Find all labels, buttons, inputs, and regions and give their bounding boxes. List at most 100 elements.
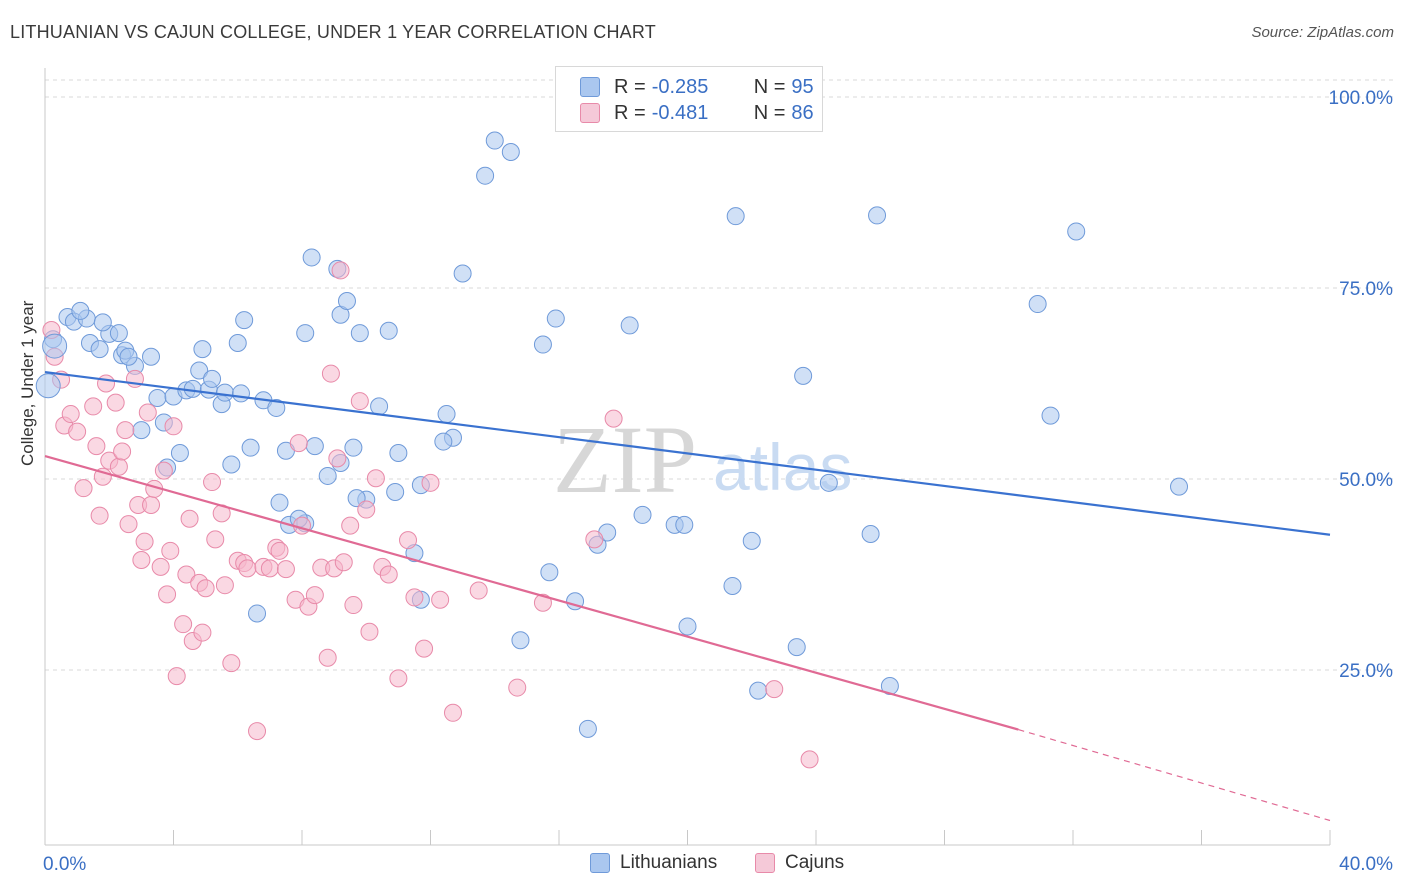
cajun-point — [238, 559, 257, 578]
lithuanian-point — [203, 369, 222, 388]
cajun-point — [508, 678, 527, 697]
x-tick-label: 40.0% — [1339, 854, 1393, 875]
cajun-point — [360, 622, 379, 641]
cajun-point — [431, 590, 450, 609]
cajun-point — [215, 576, 234, 595]
lithuanian-point — [726, 207, 745, 226]
cajun-point — [366, 469, 385, 488]
chart-title: LITHUANIAN VS CAJUN COLLEGE, UNDER 1 YEA… — [10, 22, 656, 42]
cajun-point — [61, 405, 80, 424]
lithuanian-point — [267, 398, 286, 417]
lithuanian-point — [868, 206, 887, 225]
cajun-point — [138, 403, 157, 422]
legend-swatch-blue — [580, 77, 600, 97]
lithuanian-point — [231, 384, 250, 403]
y-axis-label: College, Under 1 year — [18, 300, 37, 466]
lithuanian-point — [183, 379, 202, 398]
lithuanian-point — [540, 563, 559, 582]
cajun-point — [177, 565, 196, 584]
lithuanian-point — [437, 405, 456, 424]
cajun-point — [604, 409, 623, 428]
cajun-point — [135, 532, 154, 551]
lithuanian-point — [90, 340, 109, 359]
lithuanian-point — [620, 316, 639, 335]
lithuanian-point — [1170, 477, 1189, 496]
cajun-point — [341, 516, 360, 535]
legend-row-cajuns: R = -0.481 N = 86 — [580, 100, 814, 126]
lithuanian-point — [379, 321, 398, 340]
cajun-point — [84, 397, 103, 416]
gridlines — [45, 79, 1395, 671]
legend-swatch-pink — [580, 103, 600, 123]
cajun-point — [180, 509, 199, 528]
legend-r-label: R = — [614, 75, 646, 98]
cajun-point — [193, 623, 212, 642]
cajun-point — [585, 530, 604, 549]
cajun-point — [321, 364, 340, 383]
lithuanian-point — [370, 397, 389, 416]
cajun-point — [161, 541, 180, 560]
lithuanian-point — [1041, 406, 1060, 425]
lithuanian-point — [148, 389, 167, 408]
lithuanian-trend-line — [44, 370, 1331, 536]
cajun-point — [248, 722, 267, 741]
lithuanian-point — [633, 505, 652, 524]
lithuanian-point — [215, 383, 234, 402]
cajun-point — [142, 495, 161, 514]
legend-r-value: -0.285 — [651, 75, 709, 98]
lithuanian-point — [344, 438, 363, 457]
cajun-point — [318, 648, 337, 667]
data-points — [35, 131, 1189, 769]
lithuanian-point — [248, 604, 267, 623]
lithuanian-point — [228, 334, 247, 353]
cajun-point — [222, 654, 241, 673]
lithuanian-point — [434, 432, 453, 451]
cajun-point — [74, 479, 93, 498]
cajun-point — [87, 437, 106, 456]
lithuanians-label: Lithuanians — [620, 852, 718, 873]
lithuanian-point — [109, 324, 128, 343]
cajun-point — [389, 669, 408, 688]
cajuns-swatch — [755, 853, 775, 873]
series-legend-cajuns[interactable]: Cajuns — [755, 852, 844, 874]
lithuanian-point — [190, 361, 209, 380]
cajun-point — [260, 559, 279, 578]
cajun-point — [350, 392, 369, 411]
lithuanian-point — [476, 166, 495, 185]
lithuanians-swatch — [590, 853, 610, 873]
legend-r-value: -0.481 — [651, 101, 709, 124]
cajun-point — [196, 579, 215, 598]
cajun-point — [106, 393, 125, 412]
lithuanian-point — [861, 525, 880, 544]
cajun-point — [151, 557, 170, 576]
cajun-point — [357, 500, 376, 519]
cajun-point — [167, 667, 186, 686]
lithuanian-point — [132, 421, 151, 440]
cajun-point — [68, 422, 87, 441]
lithuanian-point — [222, 455, 241, 474]
series-legend-lithuanians[interactable]: Lithuanians — [590, 852, 717, 874]
cajun-point — [344, 596, 363, 615]
cajun-point — [154, 461, 173, 480]
lithuanian-point — [1067, 222, 1086, 241]
cajun-point — [331, 261, 350, 280]
lithuanian-point — [119, 347, 138, 366]
cajun-point — [276, 560, 295, 579]
y-tick-label: 25.0% — [1339, 661, 1393, 682]
x-tick-label: 0.0% — [43, 854, 86, 875]
lithuanian-point — [170, 444, 189, 463]
cajun-point — [90, 506, 109, 525]
lithuanian-point — [142, 347, 161, 366]
series-legend: Lithuanians Cajuns — [0, 852, 1406, 878]
lithuanian-point — [318, 466, 337, 485]
cajun-point — [765, 680, 784, 699]
cajun-point — [206, 530, 225, 549]
y-tick-label: 75.0% — [1339, 279, 1393, 300]
cajun-point — [443, 703, 462, 722]
cajun-point — [305, 586, 324, 605]
lithuanian-point — [678, 617, 697, 636]
lithuanian-point — [241, 438, 260, 457]
watermark-atlas: atlas — [713, 430, 852, 504]
cajun-point — [800, 750, 819, 769]
cajun-point — [158, 585, 177, 604]
